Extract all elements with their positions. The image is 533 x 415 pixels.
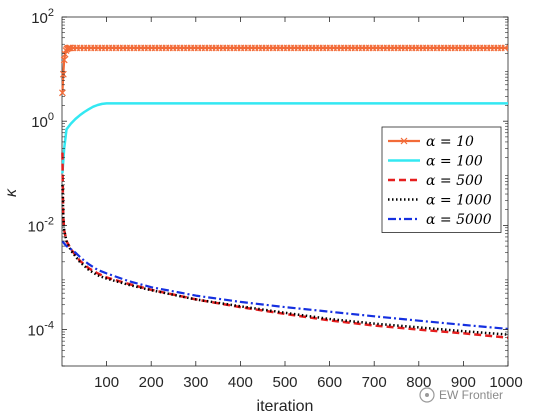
- y-tick-label: 100: [31, 111, 54, 131]
- series-markers-0: [59, 44, 509, 97]
- series-line-1: [61, 102, 508, 174]
- x-tick-label: 700: [362, 374, 387, 391]
- series-marker: [59, 89, 66, 97]
- x-tick-label: 400: [228, 374, 253, 391]
- legend-label-1: α = 100: [426, 154, 483, 170]
- legend-label-2: α = 500: [426, 173, 483, 189]
- y-tick-label: 10-2: [28, 215, 54, 235]
- watermark-logo-icon: [419, 387, 435, 403]
- x-tick-label: 500: [272, 374, 297, 391]
- watermark-text: EW Frontier: [439, 388, 503, 402]
- series-marker: [67, 44, 74, 52]
- legend-label-4: α = 5000: [426, 212, 492, 228]
- series-line-4: [61, 240, 509, 330]
- series-line-3: [61, 184, 509, 336]
- x-tick-label: 200: [139, 374, 164, 391]
- watermark-logo-dot-icon: [425, 393, 429, 397]
- legend-label-0: α = 10: [426, 134, 474, 150]
- y-axis-label: κ: [3, 188, 20, 197]
- x-tick-label: 1000: [489, 374, 522, 391]
- series-marker: [60, 56, 68, 64]
- ticks-layer: 100 200 300 400 500 600 700 800 900 1000 102 100 10-…: [28, 7, 523, 391]
- watermark: EW Frontier: [419, 387, 503, 403]
- legend-marker: [400, 137, 408, 145]
- x-tick-label: 800: [406, 374, 431, 391]
- x-axis-label: iteration: [257, 398, 314, 415]
- legend: α = 10 α = 100 α = 500 α = 1000 α = 5000: [381, 126, 502, 233]
- series-marker: [501, 44, 509, 52]
- x-tick-label: 100: [94, 374, 119, 391]
- x-tick-label: 300: [183, 374, 208, 391]
- y-tick-label: 102: [31, 7, 54, 27]
- x-tick-label: 600: [317, 374, 342, 391]
- x-tick-label: 900: [451, 374, 476, 391]
- series-layer: [59, 44, 509, 339]
- y-tick-label: 10-4: [28, 320, 54, 340]
- legend-label-3: α = 1000: [426, 193, 492, 209]
